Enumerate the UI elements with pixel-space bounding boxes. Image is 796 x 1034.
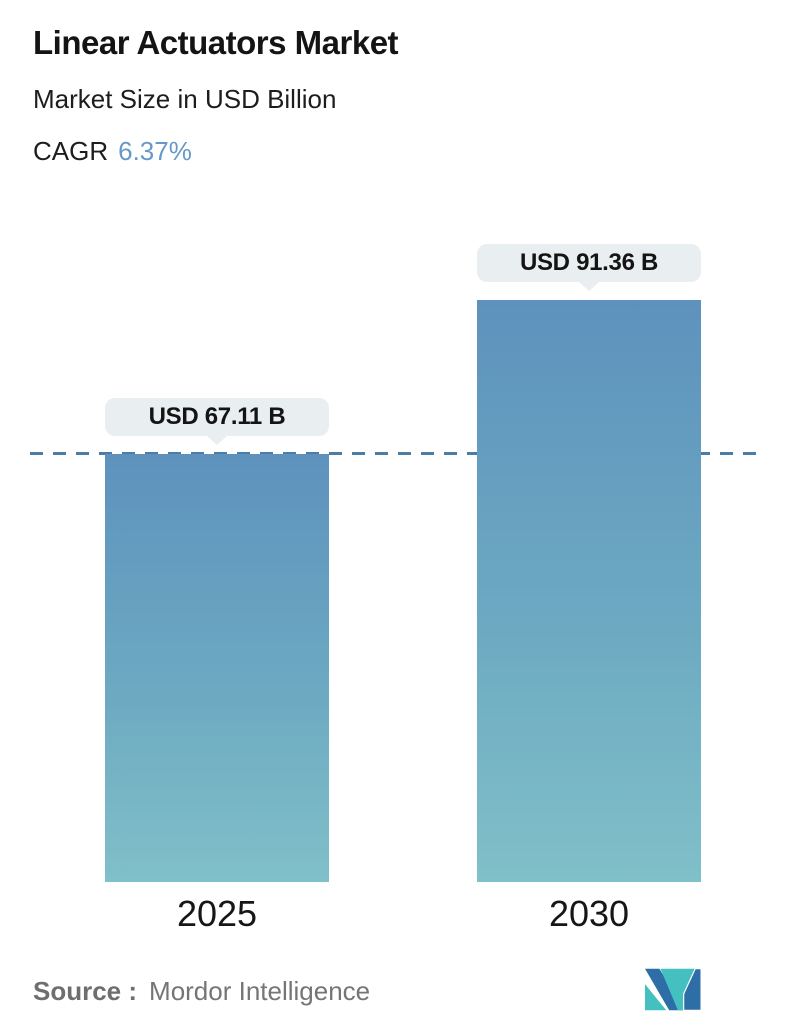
cagr-value: 6.37% xyxy=(118,136,192,166)
bar-group-2030: USD 91.36 B 2030 xyxy=(477,0,701,934)
reference-dashed-line xyxy=(30,452,766,455)
bar-group-2025: USD 67.11 B 2025 xyxy=(105,0,329,934)
source-row: Source : Mordor Intelligence xyxy=(33,976,370,1007)
source-label: Source : xyxy=(33,976,138,1006)
mordor-intelligence-logo xyxy=(645,968,702,1011)
value-badge-2025: USD 67.11 B xyxy=(105,398,329,445)
value-badge-2030: USD 91.36 B xyxy=(477,244,701,291)
x-axis-label-2030: 2030 xyxy=(548,893,630,934)
cagr-label: CAGR xyxy=(33,136,109,166)
source-value: Mordor Intelligence xyxy=(149,976,371,1006)
bar-2025 xyxy=(105,454,329,882)
badge-pointer-icon xyxy=(206,435,228,445)
x-axis-label-2025: 2025 xyxy=(176,893,258,934)
chart-subtitle: Market Size in USD Billion xyxy=(33,84,337,114)
value-badge-label: USD 67.11 B xyxy=(148,403,286,430)
badge-pointer-icon xyxy=(578,281,600,291)
cagr-row: CAGR 6.37% xyxy=(33,136,192,167)
value-badge-label: USD 91.36 B xyxy=(519,249,659,276)
page-title: Linear Actuators Market xyxy=(33,24,399,61)
bar-2030 xyxy=(477,300,701,882)
